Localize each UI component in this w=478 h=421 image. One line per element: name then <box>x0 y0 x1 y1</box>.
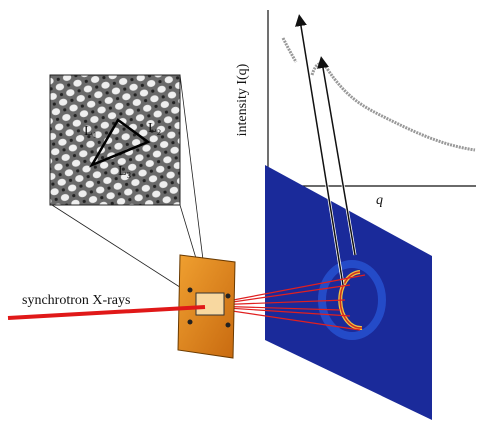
figure: L₁ L₂ L₃ intensity I(q) q <box>0 0 478 421</box>
lattice-label: L₂ <box>148 121 162 136</box>
y-axis-label: intensity I(q) <box>235 63 250 136</box>
micrograph: L₁ L₂ L₃ <box>50 75 180 205</box>
x-axis-label: q <box>376 193 383 208</box>
lattice-label: L₁ <box>84 124 97 139</box>
detector <box>265 165 432 420</box>
lattice-label: L₃ <box>118 164 132 179</box>
beam: synchrotron X-rays <box>8 293 205 318</box>
beam-label: synchrotron X-rays <box>22 293 130 308</box>
